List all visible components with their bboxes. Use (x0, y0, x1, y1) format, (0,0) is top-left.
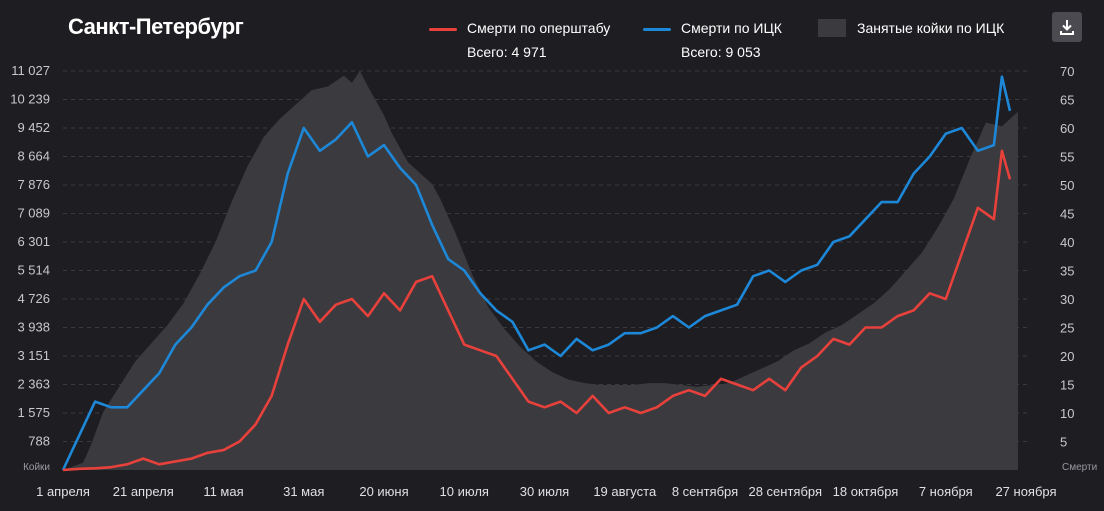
y-left-tick-label: 3 938 (17, 320, 50, 335)
download-icon (1060, 20, 1074, 35)
y-right-tick-label: 30 (1060, 292, 1074, 307)
y-left-tick-label: 6 301 (17, 234, 50, 249)
y-left-tick-label: 2 363 (17, 377, 50, 392)
y-left-tick-label: 4 726 (17, 291, 50, 306)
opershtab-legend-label[interactable]: Смерти по оперштабу (467, 20, 611, 36)
y-right-axis-label: Смерти (1062, 462, 1097, 473)
beds-legend-label[interactable]: Занятые койки по ИЦК (857, 20, 1005, 36)
y-right-tick-label: 5 (1060, 435, 1067, 450)
beds-legend-swatch (818, 19, 846, 37)
y-right-tick-label: 65 (1060, 93, 1074, 108)
opershtab-line (62, 149, 1012, 472)
y-right-tick-label: 55 (1060, 150, 1074, 165)
beds-series (63, 71, 1018, 470)
x-tick-label: 18 октября (833, 484, 899, 499)
y-left-tick-label: 7 089 (17, 206, 50, 221)
x-tick-label: 1 апреля (36, 484, 90, 499)
y-left-tick-label: 7 876 (17, 177, 50, 192)
y-right-tick-label: 60 (1060, 121, 1074, 136)
y-right-tick-label: 50 (1060, 178, 1074, 193)
y-left-tick-label: 788 (28, 434, 50, 449)
ick-legend-swatch (643, 28, 671, 31)
y-right-tick-label: 25 (1060, 321, 1074, 336)
y-left-tick-label: 5 514 (17, 263, 50, 278)
y-left-axis-label: Койки (23, 462, 50, 473)
death-series (61, 75, 1012, 472)
x-tick-label: 30 июля (520, 484, 569, 499)
x-axis: 1 апреля 21 апреля 11 мая 31 мая 20 июня 10 и… (36, 484, 1056, 499)
x-tick-label: 20 июня (359, 484, 408, 499)
y-left-tick-label: 8 664 (17, 149, 50, 164)
y-right-tick-label: 15 (1060, 378, 1074, 393)
ick-total: Всего: 9 053 (681, 44, 761, 60)
ick-legend-label[interactable]: Смерти по ИЦК (681, 20, 782, 36)
y-left-tick-label: 10 239 (10, 92, 50, 107)
chart-title: Санкт-Петербург (68, 14, 244, 39)
y-right-tick-label: 40 (1060, 235, 1074, 250)
y-left-tick-label: 9 452 (17, 120, 50, 135)
x-tick-label: 19 августа (593, 484, 657, 499)
y-left-axis: 788 1 575 2 363 3 151 3 938 4 726 5 514 6 301 7 … (10, 63, 50, 473)
y-left-tick-label: 3 151 (17, 348, 50, 363)
opershtab-total: Всего: 4 971 (467, 44, 547, 60)
x-tick-label: 27 ноября (995, 484, 1056, 499)
y-right-tick-label: 20 (1060, 349, 1074, 364)
ick-line (61, 75, 1012, 471)
x-tick-label: 11 мая (203, 484, 243, 499)
opershtab-legend-swatch (429, 28, 457, 31)
x-tick-label: 31 мая (283, 484, 324, 499)
x-tick-label: 8 сентября (672, 484, 738, 499)
y-right-tick-label: 10 (1060, 406, 1074, 421)
y-right-tick-label: 45 (1060, 207, 1074, 222)
download-button[interactable] (1052, 12, 1082, 42)
y-right-axis: 5 10 15 20 25 30 35 40 45 50 55 60 65 70 Смерти (1060, 64, 1097, 473)
x-tick-label: 7 ноября (919, 484, 973, 499)
y-right-tick-label: 70 (1060, 64, 1074, 79)
y-right-tick-label: 35 (1060, 264, 1074, 279)
grid-lines (63, 70, 1030, 442)
x-tick-label: 10 июля (440, 484, 489, 499)
x-tick-label: 21 апреля (113, 484, 174, 499)
beds-area (63, 71, 1018, 470)
y-left-tick-label: 1 575 (17, 405, 50, 420)
y-left-tick-label: 11 027 (11, 63, 50, 78)
x-tick-label: 28 сентября (748, 484, 822, 499)
